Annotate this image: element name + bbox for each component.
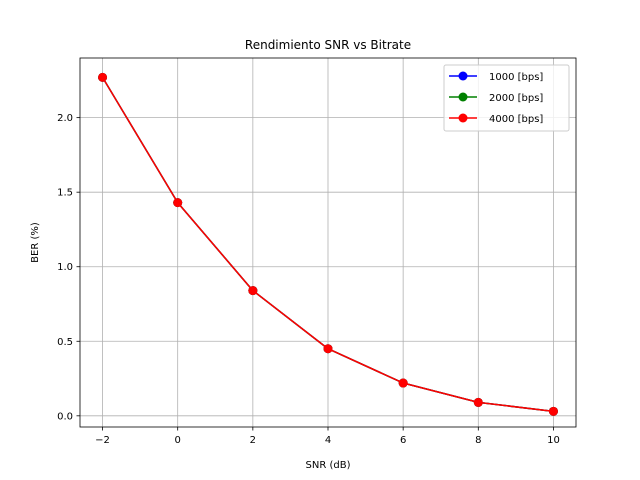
legend-label-4000: 4000 [bps] [489,114,543,125]
y-axis-label: BER (%) [30,222,41,263]
legend-item-1000: 1000 [bps] [449,71,543,83]
y-tick-label-0: 0.0 [57,411,73,422]
x-tick-label-0: −2 [95,435,110,446]
series-2-point-6 [548,406,558,416]
y-tick-label-2: 1.0 [57,262,73,273]
legend-label-1000: 1000 [bps] [489,72,543,83]
axis-ticks: −2 0 2 4 6 8 10 0.0 0.5 1.0 1.5 2.0 [57,113,560,446]
chart-title: Rendimiento SNR vs Bitrate [245,38,411,52]
legend-item-2000: 2000 [bps] [449,92,543,104]
x-axis-label: SNR (dB) [306,460,351,471]
x-tick-label-4: 6 [400,435,406,446]
legend-item-4000: 4000 [bps] [449,113,543,125]
series-2-point-0 [98,72,108,82]
x-tick-label-1: 0 [175,435,181,446]
x-tick-label-6: 10 [547,435,560,446]
y-tick-label-4: 2.0 [57,113,73,124]
x-tick-label-2: 2 [250,435,256,446]
x-tick-label-5: 8 [475,435,481,446]
series-2 [98,72,558,416]
legend-marker-1000 [458,71,468,81]
series-2-point-5 [473,397,483,407]
x-tick-label-3: 4 [325,435,331,446]
legend-marker-2000 [458,92,468,102]
legend-marker-4000 [458,113,468,123]
series-2-point-3 [323,344,333,354]
legend: 1000 [bps] 2000 [bps] 4000 [bps] [443,64,570,132]
legend-box [443,64,570,132]
y-tick-label-1: 0.5 [57,337,73,348]
y-tick-label-3: 1.5 [57,188,73,199]
legend-label-2000: 2000 [bps] [489,93,543,104]
series-layer [98,72,558,416]
series-2-point-1 [173,198,183,208]
series-2-point-2 [248,286,258,296]
series-2-point-4 [398,378,408,388]
